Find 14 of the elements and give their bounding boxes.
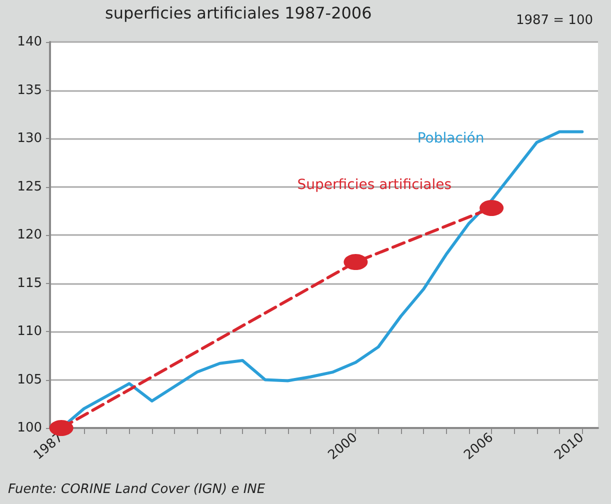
y-tick-label: 120 (17, 228, 42, 242)
y-tick-label: 105 (17, 372, 42, 388)
text: Población (417, 130, 484, 146)
chart-title: superficies artificiales 1987-2006 (105, 4, 372, 22)
y-tick-label: 130 (17, 131, 42, 146)
text: 1987 = 100 (516, 13, 594, 28)
y-tick-label: 125 (17, 179, 42, 194)
y-tick-label: 135 (17, 82, 42, 98)
y-tick-label: 140 (17, 34, 42, 50)
y-tick-label: 110 (17, 324, 42, 339)
text: Superficies artificiales (297, 176, 452, 193)
y-tick-label: 115 (17, 276, 42, 291)
y-tick-label: 100 (17, 420, 42, 436)
source-note: Fuente: CORINE Land Cover (IGN) e INE (8, 482, 266, 497)
